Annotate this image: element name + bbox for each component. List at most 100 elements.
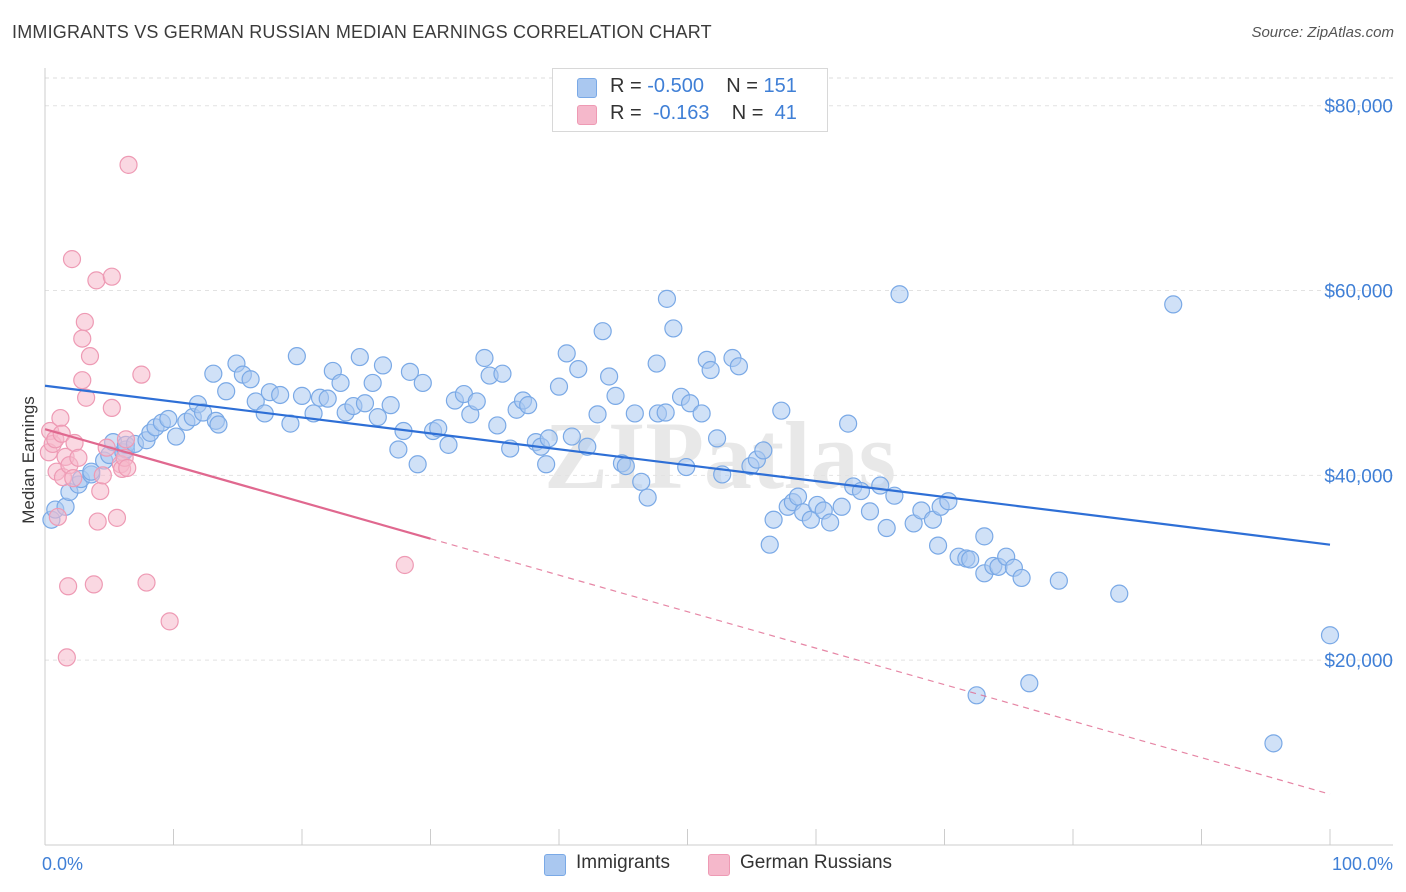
immigrants-point: [549, 377, 569, 396]
immigrants-point: [772, 401, 791, 420]
german-russians-point: [102, 398, 121, 418]
immigrants-point: [408, 455, 427, 474]
immigrants-point: [1164, 295, 1183, 314]
immigrants-point: [638, 488, 657, 507]
immigrants-point: [1320, 626, 1340, 645]
immigrants-point: [707, 429, 727, 448]
immigrants-point: [788, 487, 808, 506]
immigrants-point: [939, 492, 958, 511]
immigrants-point: [860, 502, 880, 521]
immigrants-point: [729, 357, 749, 376]
immigrants-point: [871, 476, 890, 495]
bottom-legend-swatch-immigrants: [544, 854, 566, 876]
immigrants-point: [677, 457, 696, 477]
immigrants-point: [692, 404, 711, 423]
legend-row-immigrants: R = -0.500 N = 151: [577, 75, 797, 99]
immigrants-point: [967, 686, 986, 705]
immigrants-point: [832, 497, 851, 516]
immigrants-point: [467, 392, 486, 411]
german-russians-point: [116, 430, 136, 449]
source-credit: Source: ZipAtlas.com: [1251, 24, 1394, 41]
immigrants-point: [760, 535, 779, 554]
german-russians-point: [137, 573, 156, 592]
immigrants-point: [217, 382, 236, 401]
immigrants-point: [493, 364, 512, 383]
immigrants-point: [928, 536, 948, 555]
german-russians-point: [102, 267, 121, 286]
immigrants-point: [539, 429, 558, 448]
german-russians-point: [132, 365, 151, 384]
immigrants-point: [271, 385, 290, 405]
immigrants-point: [821, 513, 840, 532]
immigrants-point: [593, 322, 612, 341]
immigrants-point: [439, 435, 458, 454]
immigrants-point: [475, 348, 494, 368]
legend-text-immigrants: R = -0.500 N = 151: [610, 75, 797, 97]
german-russians-points: [39, 155, 414, 667]
german-russians-point: [160, 612, 179, 631]
chart-title: IMMIGRANTS VS GERMAN RUSSIAN MEDIAN EARN…: [12, 22, 712, 42]
immigrants-point: [318, 389, 337, 408]
german-russians-point: [118, 458, 137, 478]
immigrants-point: [625, 404, 644, 423]
legend-swatch-immigrants: [577, 78, 597, 98]
immigrants-point: [1264, 734, 1283, 753]
immigrants-point: [1020, 674, 1039, 693]
bottom-legend-swatch-german-russians: [708, 854, 730, 876]
legend-swatch-german-russians: [577, 105, 597, 125]
immigrants-point: [606, 386, 625, 405]
german-russians-point: [77, 388, 96, 407]
german-russians-point: [107, 508, 127, 527]
immigrants-point: [569, 359, 588, 379]
legend-text-german-russians: R = -0.163 N = 41: [610, 102, 797, 124]
immigrants-points: [42, 285, 1340, 753]
german-russians-point: [91, 481, 110, 501]
immigrants-point: [400, 362, 420, 381]
immigrants-point: [350, 347, 369, 367]
immigrants-point: [578, 437, 597, 456]
immigrants-point: [632, 472, 651, 491]
immigrants-point: [159, 409, 178, 429]
immigrants-point: [292, 386, 312, 405]
immigrants-point: [680, 394, 700, 413]
german-russians-point: [80, 347, 100, 366]
immigrants-point: [588, 405, 607, 424]
immigrants-point: [600, 367, 619, 386]
german-russians-point: [69, 448, 88, 467]
german-russians-point: [48, 507, 67, 527]
german-russians-point: [119, 155, 138, 174]
immigrants-point: [975, 527, 994, 546]
immigrants-point: [373, 356, 393, 375]
x-tick-label: 0.0%: [42, 854, 83, 874]
immigrants-point: [166, 427, 186, 446]
immigrants-point: [557, 344, 576, 363]
y-tick-label: $40,000: [1324, 466, 1393, 487]
immigrants-point: [355, 394, 375, 413]
german-russians-point: [88, 512, 107, 531]
y-tick-label: $20,000: [1324, 651, 1393, 672]
immigrants-point: [839, 414, 858, 433]
legend-row-german-russians: R = -0.163 N = 41: [577, 102, 797, 126]
immigrants-point: [664, 319, 683, 338]
immigrants-point: [1110, 584, 1129, 603]
german-russians-point: [59, 577, 78, 596]
y-tick-label: $60,000: [1324, 282, 1393, 303]
immigrants-point: [647, 354, 666, 373]
immigrants-point: [413, 373, 432, 393]
german-russians-point: [395, 555, 414, 575]
immigrants-point: [209, 415, 228, 434]
immigrants-point: [488, 416, 507, 435]
german-russians-trend-extension: [430, 538, 1331, 795]
immigrants-point: [877, 518, 896, 538]
german-russians-point: [93, 466, 112, 485]
bottom-legend-label-immigrants: Immigrants: [576, 852, 670, 873]
trend-lines: [44, 384, 1331, 795]
german-russians-point: [84, 575, 103, 594]
tick-labels: $20,000 $40,000 $60,000 $80,000 0.0% 100.0%: [42, 97, 1393, 874]
y-axis-label: Median Earnings: [19, 396, 38, 524]
german-russians-point: [73, 329, 92, 348]
immigrants-point: [519, 396, 538, 415]
german-russians-point: [62, 250, 82, 269]
german-russians-point: [57, 648, 76, 667]
